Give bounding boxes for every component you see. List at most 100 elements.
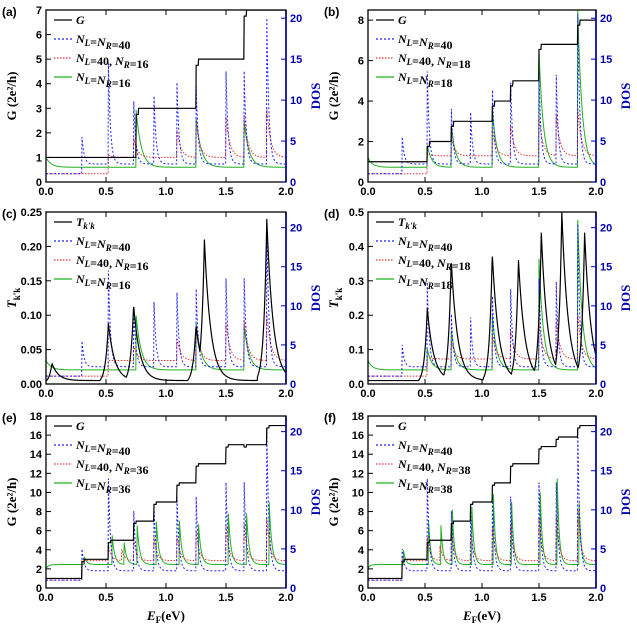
y-tick-label: 12 <box>30 468 42 480</box>
y-axis-label: Tk'k <box>326 288 344 308</box>
y-tick-label: 0.1 <box>349 345 364 357</box>
y-tick-label: 14 <box>352 449 365 461</box>
y2-tick-label: 20 <box>600 13 612 25</box>
plot-area <box>368 424 596 581</box>
x-tick-label: 0.5 <box>417 388 432 400</box>
y2-tick-label: 15 <box>600 54 612 66</box>
y-tick-label: 16 <box>352 430 364 442</box>
y-tick-label: 2 <box>358 564 364 576</box>
y-tick-label: 0.10 <box>21 310 42 322</box>
x-tick-label: 0.0 <box>38 592 53 604</box>
x-tick-label: 1.0 <box>158 388 173 400</box>
x-tick-label: 2.0 <box>278 592 293 604</box>
x-tick-label: 0.0 <box>360 186 375 198</box>
chart-panel-c: 0.0 0.5 1.0 1.5 2.0 0.00 0.05 0.10 0.15 0.20 0.25 0… <box>2 207 323 400</box>
series-line-3 <box>46 110 286 168</box>
y-tick-label: 6 <box>36 526 42 538</box>
x-tick-label: 1.0 <box>474 186 489 198</box>
panel-label: (f) <box>324 411 336 425</box>
y-tick-label: 0.5 <box>349 207 364 219</box>
y-tick-label: 0 <box>36 583 42 595</box>
plot-area <box>46 10 286 175</box>
y-tick-label: 10 <box>30 487 42 499</box>
x-tick-label: 0.0 <box>38 186 53 198</box>
y-tick-label: 4 <box>358 545 365 557</box>
series-line-2 <box>368 108 596 175</box>
y-tick-label: 0 <box>358 177 364 189</box>
y2-tick-label: 15 <box>290 54 302 66</box>
x-tick-label: 1.0 <box>158 592 173 604</box>
series-line-1 <box>46 18 286 175</box>
legend-label: G <box>398 13 407 27</box>
y2-tick-label: 0 <box>290 379 296 391</box>
x-tick-label: 1.5 <box>218 592 233 604</box>
x-tick-label: 2.0 <box>588 592 603 604</box>
y-tick-label: 4 <box>358 96 365 108</box>
y2-tick-label: 10 <box>290 95 302 107</box>
y-axis-label: G (2e²/h) <box>326 477 341 526</box>
y-tick-label: 2 <box>358 137 364 149</box>
y-axis-label: G (2e²/h) <box>326 71 341 120</box>
plot-area <box>46 424 286 581</box>
y-tick-label: 0.2 <box>349 310 364 322</box>
series-line-0 <box>368 19 596 163</box>
chart-panel-e: 0.0 0.5 1.0 1.5 2.002468101214161805101520(e… <box>2 411 323 624</box>
series-line-3 <box>368 10 596 168</box>
series-line-3 <box>46 315 286 371</box>
legend-label: NL=NR=40 <box>75 234 131 254</box>
panel-label: (c) <box>2 207 17 221</box>
y2-axis-label: DOS <box>618 489 633 516</box>
x-tick-label: 0.5 <box>417 186 432 198</box>
y2-tick-label: 15 <box>290 262 302 274</box>
y-tick-label: 1 <box>36 152 42 164</box>
series-line-1 <box>368 223 596 377</box>
y2-tick-label: 0 <box>600 379 606 391</box>
legend-label: NL=40, NR=16 <box>75 51 149 71</box>
series-line-1 <box>46 223 286 377</box>
x-tick-label: 0.0 <box>360 388 375 400</box>
y2-tick-label: 15 <box>290 466 302 478</box>
x-tick-label: 2.0 <box>588 186 603 198</box>
x-tick-label: 0.5 <box>98 388 113 400</box>
y-tick-label: 6 <box>36 30 42 42</box>
x-tick-label: 1.0 <box>474 592 489 604</box>
y2-tick-label: 0 <box>290 177 296 189</box>
x-axis-label: EF(eV) <box>146 608 185 624</box>
y2-tick-label: 20 <box>600 427 612 439</box>
y-tick-label: 7 <box>36 5 42 17</box>
x-tick-label: 0.0 <box>360 592 375 604</box>
y2-tick-label: 5 <box>600 340 606 352</box>
series-line-0 <box>46 10 286 159</box>
y2-axis-label: DOS <box>618 285 633 312</box>
y2-tick-label: 20 <box>290 427 302 439</box>
y2-tick-label: 15 <box>600 466 612 478</box>
y-tick-label: 8 <box>358 507 364 519</box>
y-tick-label: 2 <box>36 564 42 576</box>
legend-label: G <box>76 13 85 27</box>
y2-tick-label: 15 <box>600 262 612 274</box>
series-line-3 <box>46 501 286 569</box>
y2-tick-label: 0 <box>600 177 606 189</box>
legend-label: G <box>398 419 407 433</box>
y2-axis-label: DOS <box>308 489 323 516</box>
legend-label: NL=NR=18 <box>397 70 453 90</box>
y2-tick-label: 5 <box>290 544 296 556</box>
legend-label: NL=NR=38 <box>397 476 453 496</box>
x-axis-label: EF(eV) <box>462 608 501 624</box>
y-tick-label: 18 <box>30 411 42 423</box>
legend-label: NL=NR=18 <box>397 272 453 292</box>
y-tick-label: 4 <box>36 79 43 91</box>
legend-label: NL=NR=40 <box>75 438 131 458</box>
y2-tick-label: 10 <box>600 301 612 313</box>
series-line-3 <box>368 219 596 371</box>
legend-label: NL=40, NR=18 <box>397 253 471 273</box>
legend-label: NL=40, NR=16 <box>75 253 149 273</box>
y-tick-label: 6 <box>358 526 364 538</box>
